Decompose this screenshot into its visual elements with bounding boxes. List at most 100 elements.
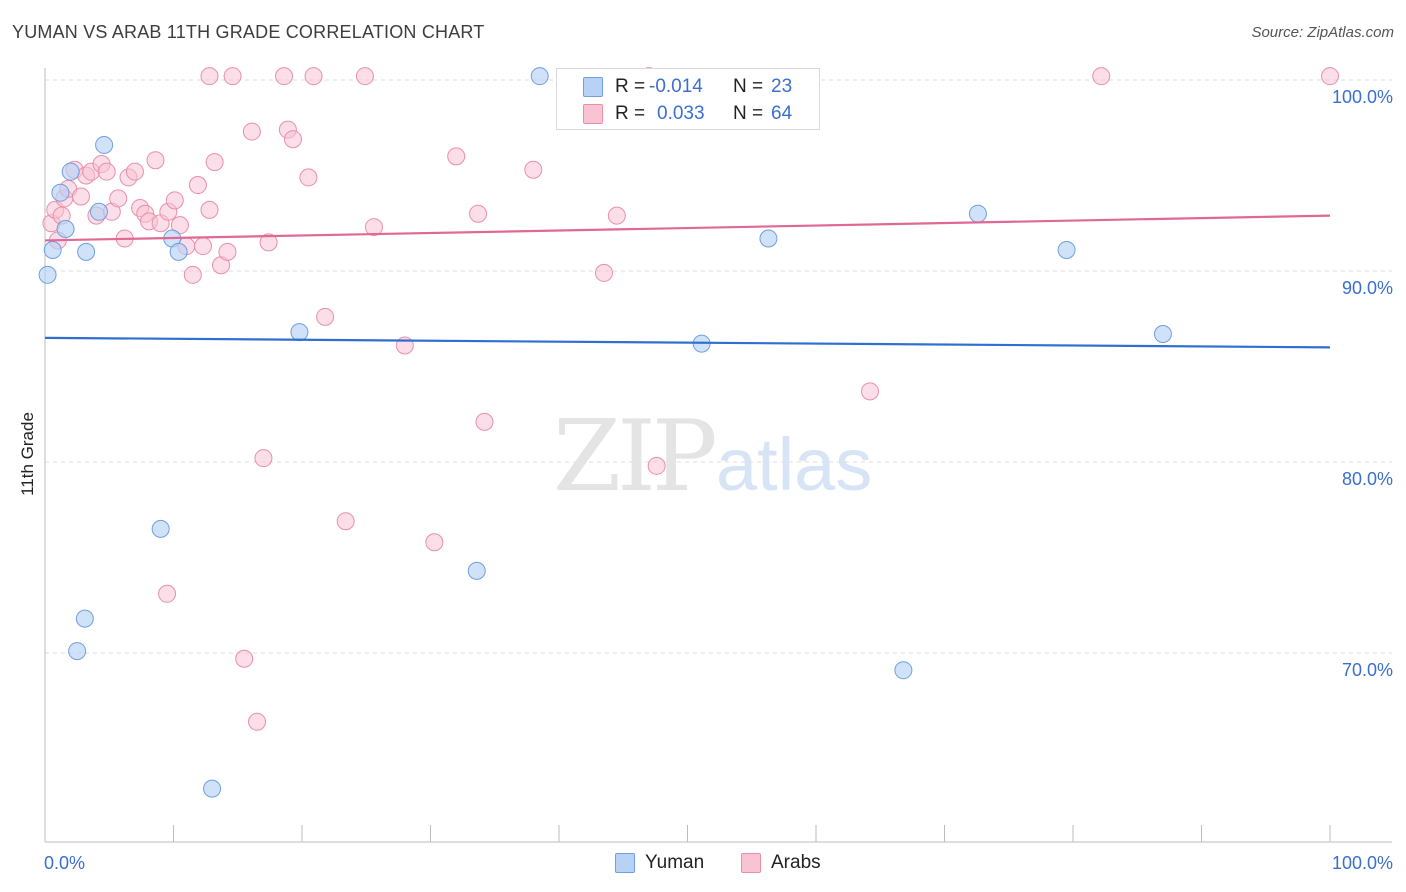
n-label: N =: [733, 103, 764, 124]
arabs-point: [447, 147, 466, 166]
yuman-point: [169, 242, 188, 261]
n-value: 23: [771, 76, 793, 97]
arabs-point: [200, 200, 219, 219]
yuman-point: [95, 135, 114, 154]
legend-label-yuman: Yuman: [645, 852, 705, 873]
arabs-point: [218, 242, 237, 261]
source-note: Source: ZipAtlas.com: [1251, 24, 1394, 41]
arabs-point: [170, 216, 189, 235]
stats-box: R = -0.014 N = 23 R = 0.033 N = 64: [556, 68, 820, 130]
arabs-point: [475, 412, 494, 431]
arabs-point: [275, 67, 294, 86]
yuman-point: [56, 219, 75, 238]
y-tick-label: 100.0%: [1332, 87, 1393, 107]
yuman-point: [43, 240, 62, 259]
yuman-point: [61, 162, 80, 181]
yuman-trend-line: [44, 336, 1331, 349]
arabs-point: [607, 206, 626, 225]
yuman-point: [89, 202, 108, 221]
chart-title: YUMAN VS ARAB 11TH GRADE CORRELATION CHA…: [12, 22, 485, 42]
yuman-point: [290, 323, 309, 342]
yuman-point: [68, 642, 87, 661]
arabs-point: [248, 712, 267, 731]
arabs-point: [336, 512, 355, 531]
arabs-point: [355, 67, 374, 86]
arabs-swatch: [583, 104, 603, 124]
yuman-point: [203, 779, 222, 798]
arabs-point: [299, 168, 318, 187]
arabs-point: [860, 382, 879, 401]
yuman-point: [1057, 240, 1076, 259]
yuman-point: [38, 265, 57, 284]
arabs-point: [158, 584, 177, 603]
y-tick-labels: 100.0% 90.0% 80.0% 70.0%: [1332, 87, 1393, 680]
legend-label-arabs: Arabs: [771, 852, 821, 873]
yuman-legend-swatch: [615, 853, 635, 873]
arabs-point: [183, 265, 202, 284]
arabs-point: [188, 176, 207, 195]
arabs-point: [165, 191, 184, 210]
arabs-point: [524, 160, 543, 179]
yuman-point: [759, 229, 778, 248]
arabs-point: [235, 649, 254, 668]
gridlines: [45, 79, 1392, 654]
arabs-point: [254, 449, 273, 468]
arabs-point: [316, 307, 335, 326]
y-tick-label: 80.0%: [1342, 469, 1393, 489]
yuman-point: [1153, 325, 1172, 344]
arabs-point: [146, 151, 165, 170]
yuman-point: [75, 609, 94, 628]
r-label: R =: [615, 76, 646, 97]
yuman-swatch: [583, 77, 603, 97]
arabs-point: [1092, 67, 1111, 86]
arabs-point: [259, 233, 278, 252]
arabs-point: [425, 533, 444, 552]
arabs-point: [125, 162, 144, 181]
n-label: N =: [733, 76, 764, 97]
yuman-point: [530, 67, 549, 86]
y-tick-label: 90.0%: [1342, 278, 1393, 298]
arabs-trend-line: [44, 214, 1331, 242]
legend-item-arabs[interactable]: Arabs: [741, 852, 821, 874]
arabs-point: [1321, 67, 1339, 86]
arabs-point: [97, 162, 116, 181]
r-value: -0.014: [649, 76, 703, 97]
x-tick-labels: 0.0% 100.0%: [44, 853, 1393, 873]
yuman-point: [467, 561, 486, 580]
arabs-point: [71, 187, 90, 206]
yuman-point: [77, 242, 96, 261]
trend-lines: [44, 214, 1331, 349]
yuman-point: [51, 183, 70, 202]
stats-row-arabs: R = 0.033 N = 64: [557, 100, 819, 128]
arabs-point: [304, 67, 323, 86]
r-value: 0.033: [657, 103, 705, 124]
watermark-atlas: atlas: [716, 423, 872, 506]
y-tick-label: 70.0%: [1342, 660, 1393, 680]
x-tick-label: 0.0%: [44, 853, 85, 873]
arabs-point: [594, 263, 613, 282]
arabs-point: [109, 189, 128, 208]
r-label: R =: [615, 103, 646, 124]
arabs-point: [223, 67, 242, 86]
stats-row-yuman: R = -0.014 N = 23: [557, 73, 819, 101]
arabs-points: [42, 67, 1339, 731]
axes: [44, 68, 1392, 843]
watermark-zip: ZIP: [553, 400, 715, 514]
arabs-point: [364, 218, 383, 237]
x-tick-label: 100.0%: [1332, 853, 1393, 873]
legend: Yuman Arabs: [0, 852, 1406, 878]
yuman-point: [968, 204, 987, 223]
arabs-point: [194, 237, 213, 256]
yuman-point: [894, 661, 913, 680]
n-value: 64: [771, 103, 793, 124]
arabs-point: [205, 153, 224, 172]
arabs-point: [284, 130, 303, 149]
arabs-point: [647, 456, 666, 475]
arabs-point: [469, 204, 488, 223]
arabs-point: [200, 67, 219, 86]
legend-item-yuman[interactable]: Yuman: [615, 852, 704, 874]
arabs-point: [242, 122, 261, 141]
y-axis-label: 11th Grade: [18, 412, 37, 496]
arabs-legend-swatch: [741, 853, 761, 873]
